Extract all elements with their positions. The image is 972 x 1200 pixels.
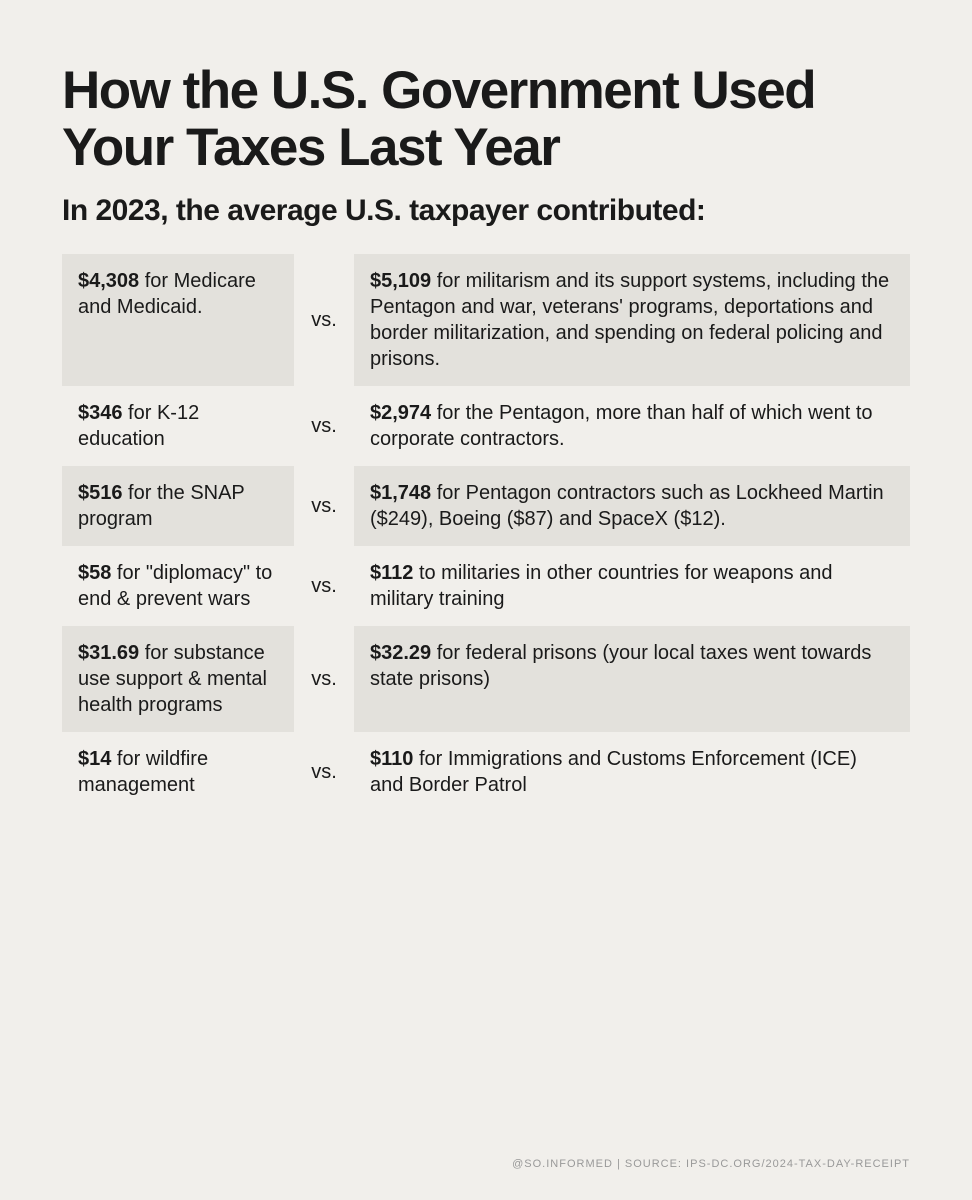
right-text: for the Pentagon, more than half of whic… (370, 402, 873, 450)
comparison-row: $4,308 for Medicare and Medicaid.vs.$5,1… (62, 254, 910, 386)
footer-source: @SO.INFORMED | SOURCE: IPS-DC.ORG/2024-T… (512, 1158, 910, 1170)
left-amount: $346 (78, 402, 123, 424)
comparison-row: $516 for the SNAP programvs.$1,748 for P… (62, 466, 910, 546)
right-text: for militarism and its support systems, … (370, 270, 889, 370)
right-cell: $112 to militaries in other countries fo… (354, 546, 910, 626)
right-text: for Pentagon contractors such as Lockhee… (370, 482, 884, 530)
right-amount: $1,748 (370, 482, 431, 504)
right-text: for Immigrations and Customs Enforcement… (370, 748, 857, 796)
left-cell: $31.69 for substance use support & menta… (62, 626, 294, 732)
left-cell: $516 for the SNAP program (62, 466, 294, 546)
left-amount: $58 (78, 562, 111, 584)
left-cell: $58 for "diplomacy" to end & prevent war… (62, 546, 294, 626)
left-cell: $346 for K-12 education (62, 386, 294, 466)
left-amount: $516 (78, 482, 123, 504)
vs-label: vs. (294, 386, 354, 466)
comparison-row: $31.69 for substance use support & menta… (62, 626, 910, 732)
vs-label: vs. (294, 466, 354, 546)
left-amount: $4,308 (78, 270, 139, 292)
left-amount: $14 (78, 748, 111, 770)
left-cell: $14 for wildfire management (62, 732, 294, 812)
right-cell: $110 for Immigrations and Customs Enforc… (354, 732, 910, 812)
page-title: How the U.S. Government Used Your Taxes … (62, 62, 910, 176)
right-cell: $2,974 for the Pentagon, more than half … (354, 386, 910, 466)
comparison-table: $4,308 for Medicare and Medicaid.vs.$5,1… (62, 254, 910, 812)
page-subtitle: In 2023, the average U.S. taxpayer contr… (62, 194, 910, 228)
left-cell: $4,308 for Medicare and Medicaid. (62, 254, 294, 386)
vs-label: vs. (294, 732, 354, 812)
right-amount: $112 (370, 562, 413, 584)
right-amount: $32.29 (370, 642, 431, 664)
right-amount: $110 (370, 748, 413, 770)
right-amount: $5,109 (370, 270, 431, 292)
comparison-row: $346 for K-12 educationvs.$2,974 for the… (62, 386, 910, 466)
vs-label: vs. (294, 254, 354, 386)
vs-label: vs. (294, 626, 354, 732)
right-cell: $5,109 for militarism and its support sy… (354, 254, 910, 386)
comparison-row: $14 for wildfire managementvs.$110 for I… (62, 732, 910, 812)
comparison-row: $58 for "diplomacy" to end & prevent war… (62, 546, 910, 626)
left-amount: $31.69 (78, 642, 139, 664)
right-text: for federal prisons (your local taxes we… (370, 642, 871, 690)
right-text: to militaries in other countries for wea… (370, 562, 833, 610)
right-amount: $2,974 (370, 402, 431, 424)
right-cell: $32.29 for federal prisons (your local t… (354, 626, 910, 732)
vs-label: vs. (294, 546, 354, 626)
right-cell: $1,748 for Pentagon contractors such as … (354, 466, 910, 546)
